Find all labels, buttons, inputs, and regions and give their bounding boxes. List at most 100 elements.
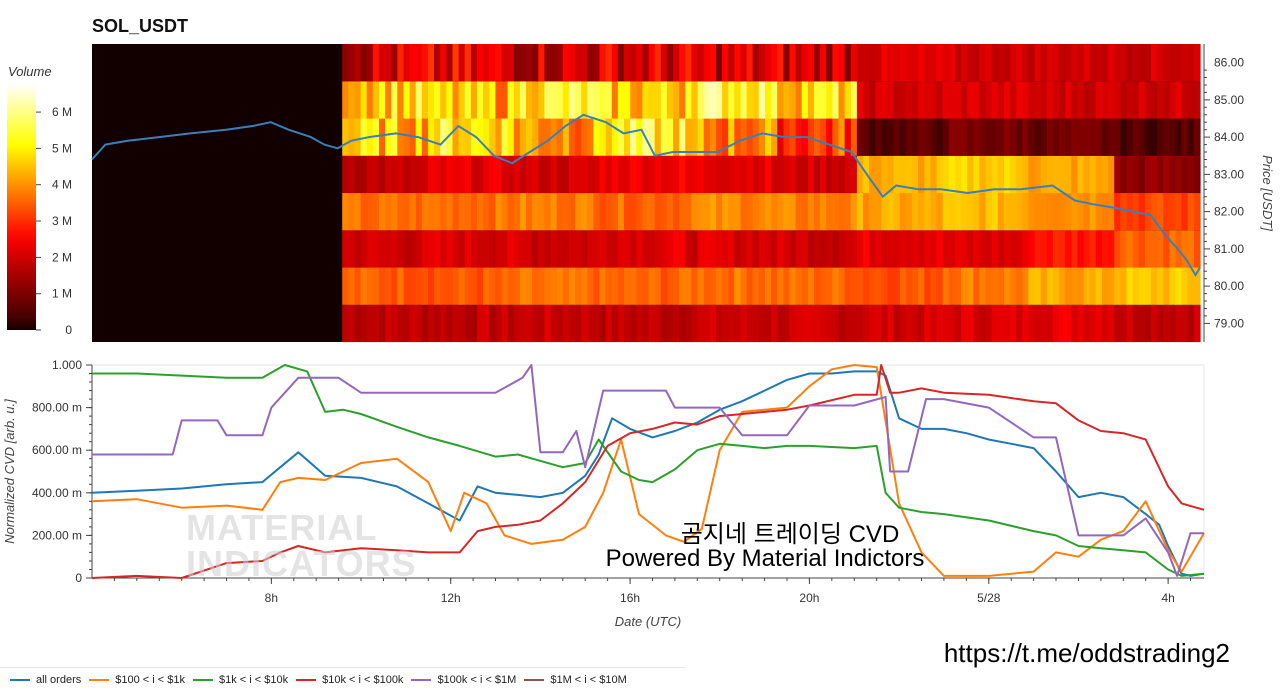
heatmap-cell [893, 44, 901, 82]
heatmap-cell [550, 230, 558, 268]
legend-item[interactable]: $1M < i < $10M [524, 674, 627, 686]
heatmap-cell [979, 81, 987, 119]
heatmap-cell [1138, 267, 1146, 305]
heatmap-cell [930, 118, 938, 156]
heatmap-cell [679, 44, 686, 82]
heatmap-cell [985, 304, 993, 343]
heatmap-cell [1003, 230, 1011, 268]
heatmap-cell [348, 118, 355, 156]
heatmap-cell [685, 118, 692, 156]
heatmap-cell [1028, 44, 1036, 82]
heatmap-cell [918, 267, 925, 305]
heatmap-cell [1065, 230, 1072, 268]
heatmap-cell [746, 155, 754, 194]
heatmap-cell [936, 193, 944, 231]
heatmap-cell [489, 81, 496, 119]
heatmap-cell [1157, 267, 1164, 305]
heatmap-cell [1126, 155, 1134, 194]
heatmap-cell [752, 267, 760, 305]
heatmap-cell [863, 304, 870, 343]
heatmap-cell [568, 155, 576, 194]
legend-item[interactable]: $10k < i < $100k [296, 674, 403, 686]
heatmap-cell [814, 81, 821, 119]
heatmap-cell [1010, 155, 1017, 194]
heatmap-cell [464, 304, 472, 343]
price-tick-label: 79.00 [1214, 316, 1244, 330]
overlay-subtitle: Powered By Material Indictors [605, 545, 925, 572]
heatmap-cell [703, 44, 711, 82]
heatmap-cell [428, 304, 435, 343]
legend-item[interactable]: all orders [10, 674, 81, 686]
legend-item[interactable]: $1k < i < $10k [192, 674, 288, 686]
legend-item[interactable]: $100k < i < $1M [411, 674, 516, 686]
heatmap-cell [409, 81, 417, 119]
heatmap-cell [832, 304, 840, 343]
heatmap-cell [1010, 118, 1017, 156]
heatmap-cell [1169, 304, 1177, 343]
telegram-link[interactable]: https://t.me/oddstrading2 [943, 638, 1230, 668]
heatmap-cell [838, 81, 846, 119]
chart-canvas: Volume 0 1 M 2 M 3 M 4 M 5 M 6 M 79.00 80.00 81.0… [2, 44, 1275, 629]
heatmap-cell [1083, 81, 1091, 119]
heatmap-cell [771, 44, 778, 82]
heatmap-cell [1016, 44, 1023, 82]
heatmap-cell [697, 267, 705, 305]
heatmap-cell [771, 193, 778, 231]
legend-item[interactable]: $100 < i < $1k [89, 674, 185, 686]
heatmap-cell [1120, 118, 1127, 156]
heatmap-cell [366, 193, 374, 231]
heatmap-cell [991, 155, 999, 194]
heatmap-cell [789, 267, 797, 305]
heatmap-cell [348, 267, 355, 305]
heatmap-cell [1114, 267, 1121, 305]
heatmap-cell [1132, 304, 1140, 343]
heatmap-cell [532, 81, 539, 119]
heatmap-cell [673, 44, 680, 82]
heatmap-cell [838, 155, 846, 194]
heatmap-cell [924, 155, 931, 194]
heatmap-cell [391, 193, 398, 231]
heatmap-cell [783, 193, 791, 231]
legend-swatch [524, 678, 545, 681]
heatmap-cell [991, 81, 999, 119]
heatmap-cell [342, 267, 349, 305]
heatmap-cell [1095, 304, 1103, 343]
heatmap-cell [1059, 155, 1066, 194]
heatmap-cell [501, 81, 509, 119]
heatmap-cell [826, 267, 833, 305]
heatmap-cell [728, 193, 735, 231]
heatmap-cell [936, 44, 944, 82]
heatmap-cell [1046, 44, 1054, 82]
heatmap-cell [893, 118, 901, 156]
heatmap-cell [826, 193, 833, 231]
heatmap-cell [630, 304, 637, 343]
cvd-plot: 0 200.00 m 400.00 m 600.00 m 800.00 m 1.000 8h… [2, 358, 1205, 629]
heatmap-cell [746, 304, 754, 343]
heatmap-cell [495, 118, 503, 156]
heatmap-cell [997, 230, 1005, 268]
heatmap-cell [544, 155, 552, 194]
heatmap-cell [673, 155, 680, 194]
heatmap-cell [936, 230, 944, 268]
heatmap-cell [1065, 81, 1072, 119]
heatmap-cell [1151, 267, 1158, 305]
heatmap-cell [403, 155, 411, 194]
heatmap-cell [820, 267, 827, 305]
heatmap-cell [562, 193, 570, 231]
heatmap-cell [617, 155, 625, 194]
heatmap-cell [1083, 118, 1091, 156]
heatmap-cell [728, 230, 735, 268]
colorbar-tick-label: 2 M [52, 250, 72, 264]
heatmap-cell [1181, 118, 1189, 156]
heatmap-cell [470, 44, 478, 82]
heatmap-cell [593, 230, 601, 268]
heatmap-cell [954, 118, 962, 156]
colorbar-tick-label: 1 M [52, 287, 72, 301]
heatmap-cell [691, 193, 699, 231]
heatmap-cell [899, 118, 907, 156]
heatmap-cell [985, 44, 993, 82]
heatmap-cell [807, 267, 815, 305]
heatmap-cell [624, 81, 631, 119]
heatmap-cell [936, 118, 944, 156]
heatmap-cell [605, 230, 613, 268]
